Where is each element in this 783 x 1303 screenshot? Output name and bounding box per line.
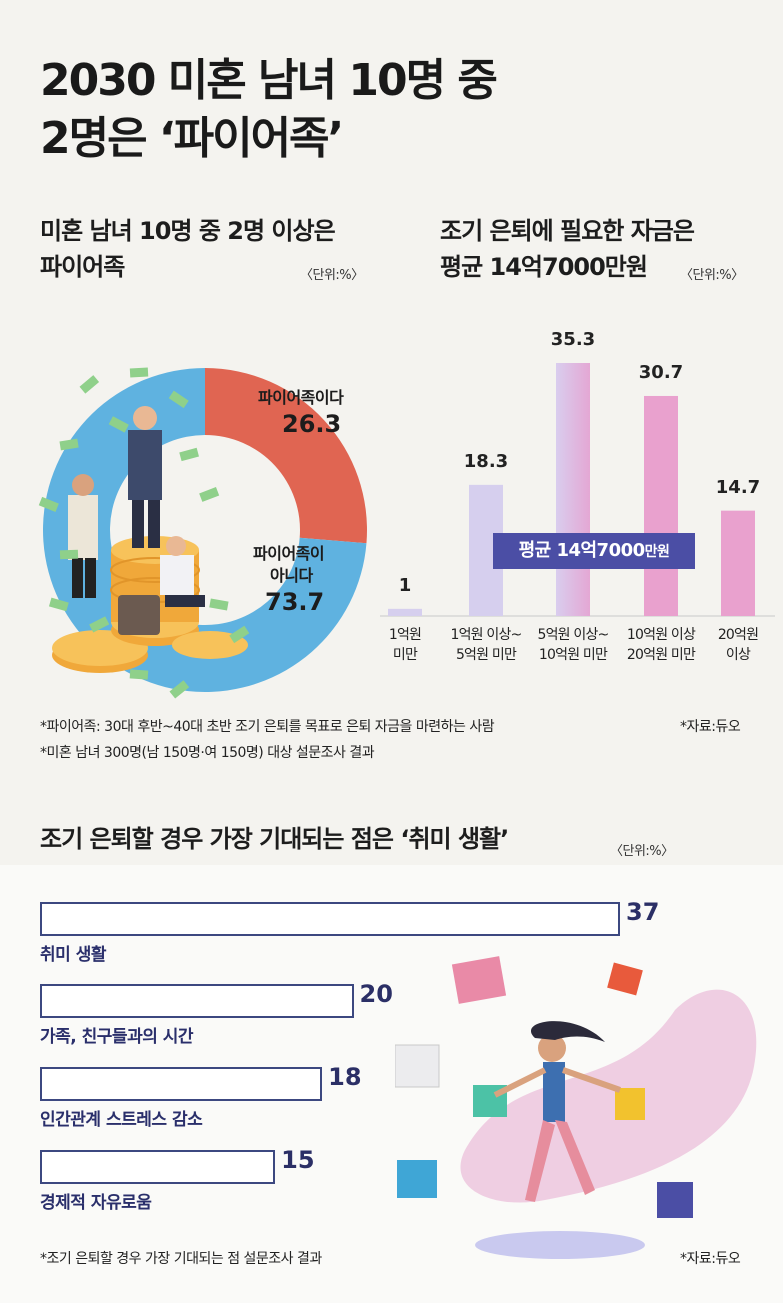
money-bill: [209, 598, 229, 611]
money-bill: [59, 549, 79, 560]
funds-bar-category: 5억원 이상~ 10억원 미만: [523, 625, 623, 665]
money-bill: [108, 416, 129, 433]
hbar-chart-title: 조기 은퇴할 경우 가장 기대되는 점은 ‘취미 생활’: [40, 825, 509, 853]
funds-bar-value: 35.3: [550, 329, 596, 350]
funds-bar-category-line: 10억원 이상: [626, 627, 696, 643]
pie-slice-fire: [205, 368, 367, 544]
money-bill: [169, 680, 190, 699]
money-bill: [168, 390, 189, 409]
funds-bar-category-line: 5억원 이상~: [537, 627, 609, 643]
average-badge: 평균 14억7000만원: [493, 533, 695, 569]
note-survey1: *미혼 남녀 300명(남 150명·여 150명) 대상 설문조사 결과: [40, 745, 375, 761]
funds-bar-category-line: 1억원: [388, 627, 422, 643]
expectation-bar-label: 경제적 자유로움: [40, 1193, 152, 1213]
funds-bar-category: 1억원 이상~ 5억원 미만: [436, 625, 536, 665]
funds-bar-category-line: 20억원: [717, 627, 759, 643]
money-bill: [38, 496, 59, 513]
funds-bar: [644, 395, 678, 616]
funds-bar-value: 30.7: [638, 361, 684, 383]
expectation-bar-label: 인간관계 스트레스 감소: [40, 1110, 203, 1130]
money-bill: [89, 616, 110, 633]
note-fire-definition: *파이어족: 30대 후반~40대 초반 조기 은퇴를 목표로 은퇴 자금을 마…: [40, 719, 495, 735]
pie-label-no-line2: 아니다: [270, 566, 313, 585]
bar-chart-title-line2: 평균 14억7000만원: [440, 253, 648, 281]
expectation-bar: [40, 1067, 323, 1101]
money-bill: [199, 487, 220, 502]
pie-value-no: 73.7: [265, 588, 325, 616]
funds-bar-value: 1: [398, 574, 412, 596]
funds-bar-category-line: 1억원 이상~: [450, 627, 522, 643]
bar-chart-title-line1: 조기 은퇴에 필요한 자금은: [440, 217, 695, 245]
businessman-illustration: [68, 406, 205, 607]
funds-bar: [388, 608, 422, 616]
money-bill: [129, 669, 149, 680]
money-bill: [229, 625, 250, 644]
money-bill: [48, 597, 69, 612]
money-bills-illustration: [38, 367, 250, 699]
average-label-unit: 만원: [644, 544, 670, 560]
expectation-bar-value: 37: [626, 898, 660, 926]
funds-bar-category-line: 5억원 미만: [455, 647, 517, 663]
note-source1: *자료:듀오: [680, 719, 741, 735]
pie-chart-title-line1: 미혼 남녀 10명 중 2명 이상은: [40, 217, 336, 245]
note-source2: *자료:듀오: [680, 1251, 741, 1267]
expectation-bar-label: 취미 생활: [40, 945, 106, 965]
expectation-bar: [40, 984, 354, 1018]
expectation-bar-value: 18: [328, 1063, 362, 1091]
money-bill: [59, 438, 79, 451]
expectation-bar-value: 15: [281, 1146, 315, 1174]
funds-bar-category-line: 미만: [392, 647, 418, 663]
money-bill: [79, 375, 100, 394]
donut-chart: [38, 367, 367, 699]
shopping-woman-illustration: [395, 956, 757, 1259]
funds-bar: [721, 510, 755, 616]
funds-bar: [556, 363, 590, 616]
bar-chart-unit: 〈단위:%〉: [680, 268, 744, 283]
average-label-main: 평균 14억7000: [518, 540, 646, 561]
main-title-line2: 2명은 ‘파이어족’: [40, 113, 344, 164]
money-bill: [179, 447, 199, 462]
funds-bar-category: 10억원 이상 20억원 미만: [611, 625, 711, 665]
funds-bar-category-line: 이상: [725, 647, 751, 663]
expectation-bar: [40, 1150, 276, 1184]
pie-label-no-line1: 파이어족이: [253, 544, 325, 563]
expectation-bar: [40, 902, 620, 936]
funds-bar-value: 14.7: [715, 476, 761, 498]
main-title-line1: 2030 미혼 남녀 10명 중: [40, 55, 498, 106]
funds-bar-category-line: 20억원 미만: [626, 647, 696, 663]
funds-bar-value: 18.3: [463, 450, 509, 472]
main-title: 2030 미혼 남녀 10명 중 2명은 ‘파이어족’: [40, 52, 760, 168]
note-survey2: *조기 은퇴할 경우 가장 기대되는 점 설문조사 결과: [40, 1251, 322, 1267]
pie-label-yes: 파이어족이다: [258, 388, 344, 407]
pie-chart-title-line2: 파이어족: [40, 253, 125, 281]
pie-chart-unit: 〈단위:%〉: [300, 268, 364, 283]
expectation-bar-value: 20: [359, 980, 393, 1008]
pie-value-yes: 26.3: [282, 410, 342, 438]
funds-bar-category-line: 10억원 미만: [538, 647, 608, 663]
hbar-chart-unit: 〈단위:%〉: [610, 844, 674, 859]
money-bill: [129, 367, 149, 378]
expectation-bar-label: 가족, 친구들과의 시간: [40, 1027, 194, 1047]
